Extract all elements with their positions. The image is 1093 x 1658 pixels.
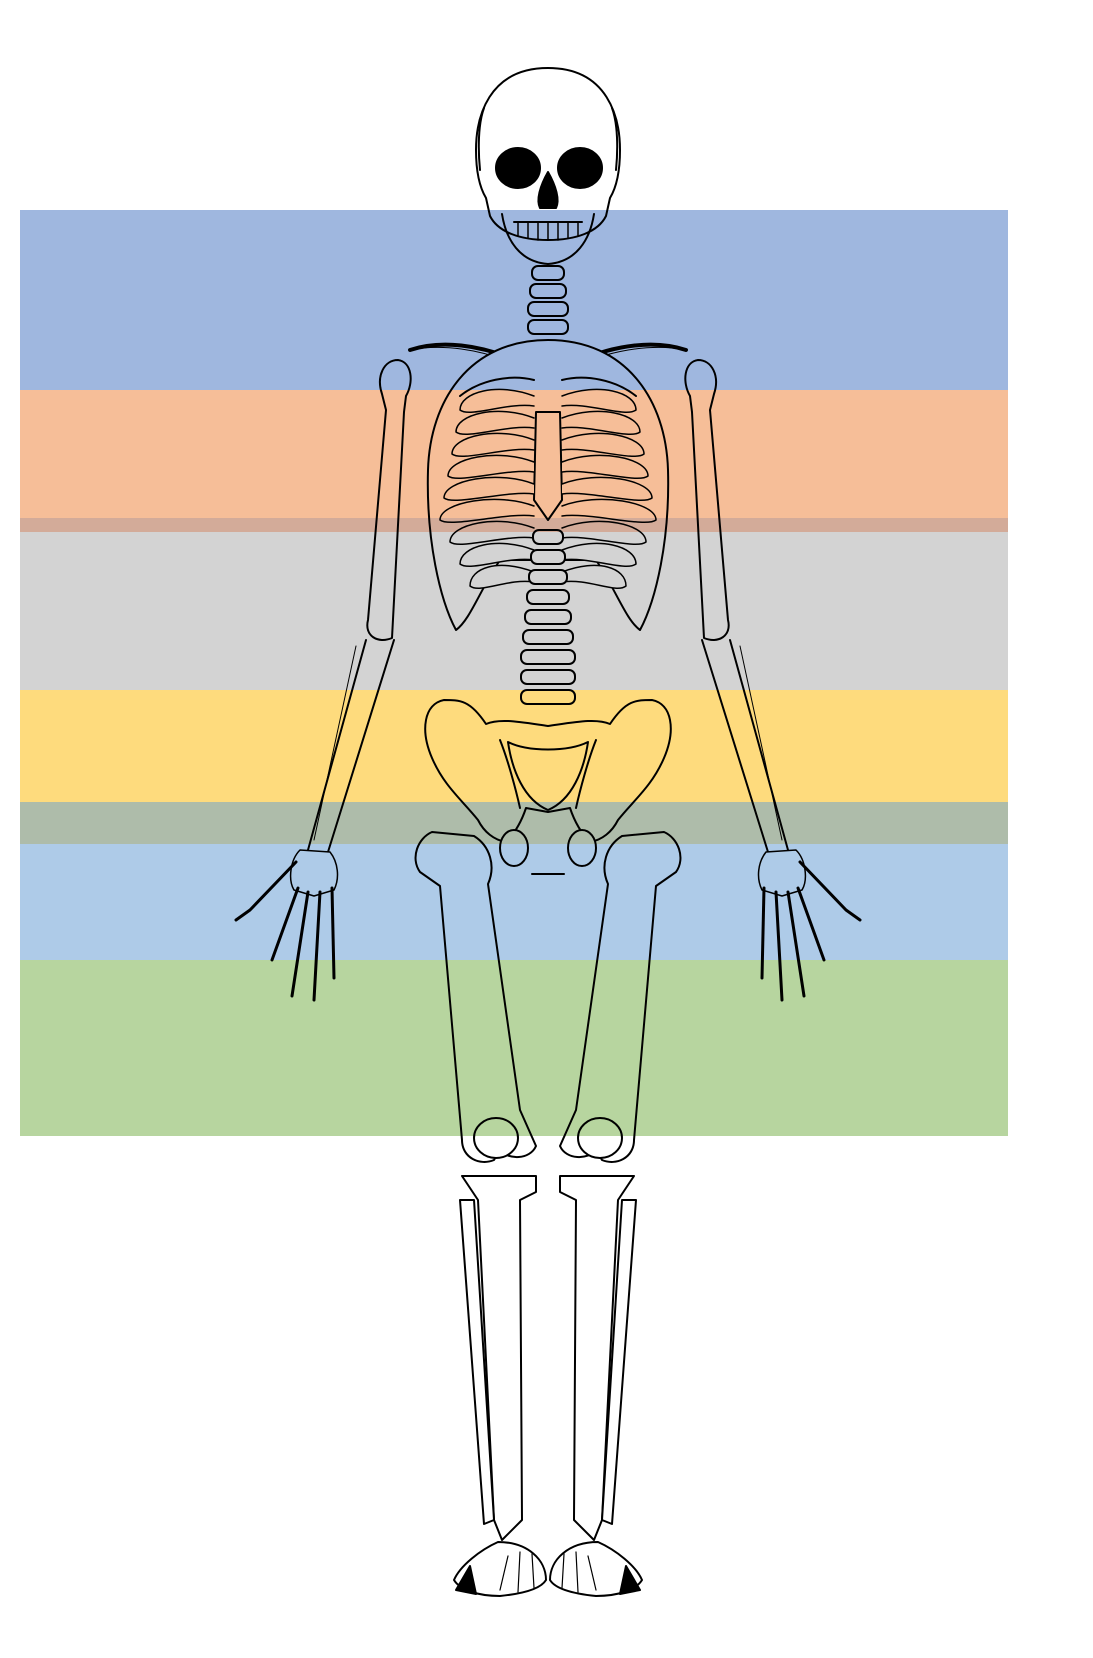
left-tibia (461, 1175, 537, 1541)
band-yellow (20, 690, 1008, 802)
band-blue (20, 210, 1008, 390)
left-foot (453, 1541, 547, 1597)
band-gray-green (20, 802, 1008, 844)
left-eye-socket (495, 147, 541, 189)
right-foot (549, 1541, 643, 1597)
nasal-cavity (537, 171, 559, 209)
band-orange-gray-overlap (20, 518, 1008, 532)
left-fibula (459, 1199, 495, 1525)
right-eye-socket (557, 147, 603, 189)
right-tibia (559, 1175, 635, 1541)
band-green (20, 960, 1008, 1136)
right-fibula (601, 1199, 637, 1525)
skull (475, 67, 621, 265)
lower-legs (459, 1175, 637, 1541)
band-light-blue (20, 844, 1008, 960)
bands-layer (20, 210, 1008, 1136)
band-orange (20, 390, 1008, 518)
band-gray (20, 532, 1008, 690)
feet (453, 1541, 643, 1597)
